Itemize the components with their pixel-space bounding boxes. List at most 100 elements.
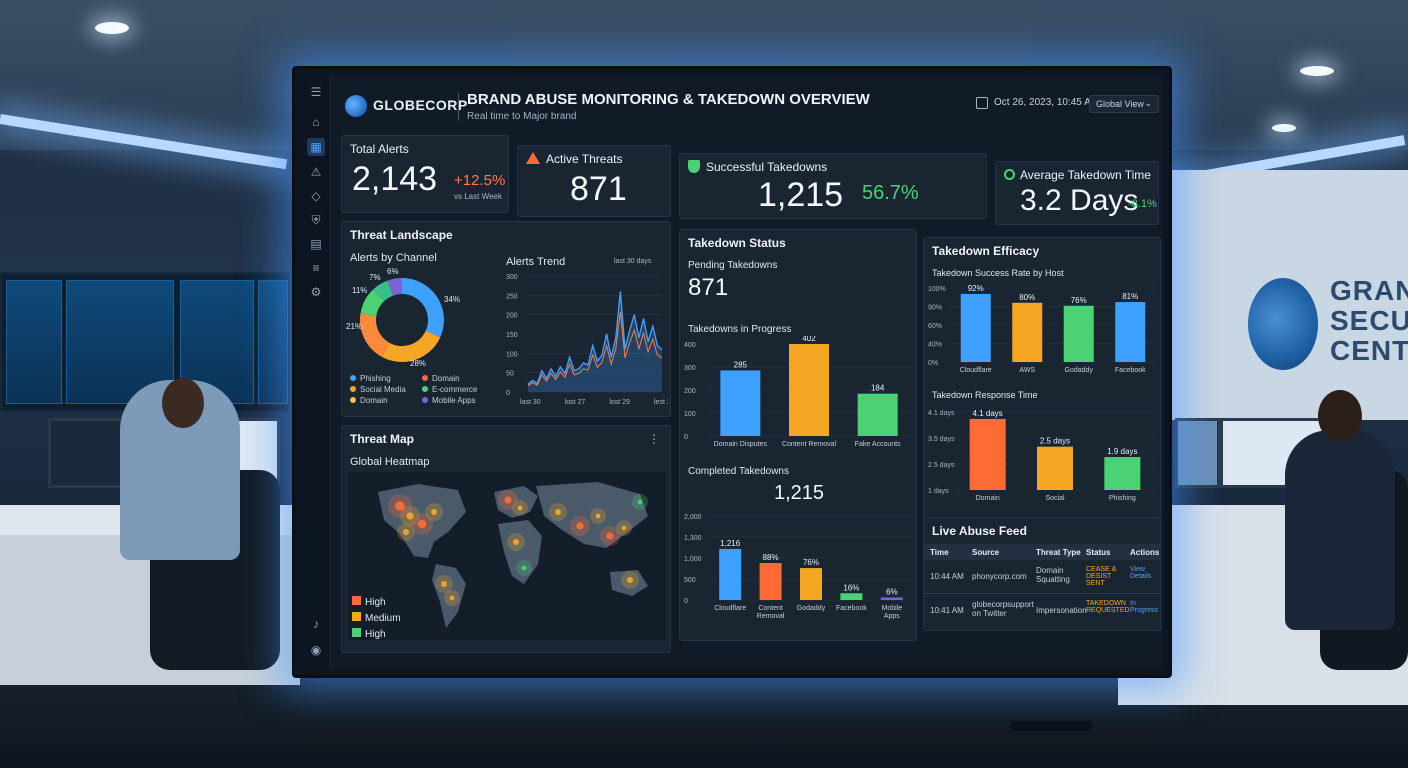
- kpi-value: 2,143: [352, 160, 438, 198]
- heat-spot: [555, 509, 561, 515]
- menu-icon[interactable]: ☰: [310, 85, 322, 99]
- panel-title: Takedown Efficacy: [932, 244, 1040, 258]
- column-header: Source: [972, 548, 1000, 557]
- analyst-person: [1285, 430, 1395, 630]
- y-tick-label: 0: [684, 598, 688, 605]
- y-tick-label: 200: [506, 313, 518, 320]
- bar-value-label: 1.9 days: [1107, 447, 1137, 456]
- kpi-label: Successful Takedowns: [706, 160, 828, 174]
- heat-spot: [403, 529, 409, 535]
- bar: [1104, 457, 1141, 490]
- legend-item: Medium: [352, 612, 401, 624]
- heat-spot: [417, 519, 427, 529]
- x-tick-label: Cloudflare: [714, 605, 746, 612]
- x-tick-label: Cloudflare: [960, 367, 992, 374]
- bar: [720, 370, 761, 436]
- kpi-value: 3.2 Days: [1020, 184, 1139, 217]
- y-tick-label: 0: [684, 434, 688, 441]
- y-tick-label: 150: [506, 332, 518, 339]
- feed-action-link[interactable]: In Progress: [1130, 600, 1159, 614]
- bell-icon[interactable]: ♪: [313, 617, 319, 631]
- donut-slice: [401, 278, 444, 338]
- bar: [969, 418, 1006, 490]
- top-bar: GLOBECORP BRAND ABUSE MONITORING & TAKED…: [339, 89, 1159, 129]
- legend-item: Domain: [422, 374, 460, 383]
- x-tick-label: Fake Accounts: [855, 441, 901, 448]
- x-tick-label: Facebook: [1115, 367, 1146, 374]
- legend-item: Mobile Apps: [422, 396, 476, 405]
- home-icon[interactable]: ⌂: [312, 115, 320, 129]
- bar-value-label: 80%: [1019, 293, 1035, 302]
- donut-slice: [372, 280, 394, 302]
- tag-icon[interactable]: ◇: [311, 189, 321, 203]
- trend-area: [528, 291, 662, 392]
- x-tick-label: Removal: [757, 613, 785, 620]
- kpi-label: Total Alerts: [350, 142, 409, 156]
- chevron-down-icon: ⌄: [1144, 98, 1152, 108]
- kpi-value: 1,215: [758, 176, 844, 214]
- dashboard-icon[interactable]: ▦: [307, 138, 325, 156]
- x-tick-label: AWS: [1019, 367, 1035, 374]
- y-tick-label: 2,000: [684, 514, 702, 521]
- donut-label: 21%: [346, 322, 362, 331]
- wall-sign-text: GRAN SECU CENT: [1330, 275, 1408, 366]
- divider: [458, 93, 459, 121]
- bar-value-label: 1,216: [720, 539, 741, 548]
- kpi-value: 871: [570, 170, 627, 208]
- kpi-average-takedown-time[interactable]: Average Takedown Time 3.2 Days -8.1%: [995, 161, 1159, 225]
- feed-threat-type: Domain Squatting: [1036, 566, 1070, 584]
- analyst-head: [162, 378, 204, 428]
- heat-spot: [637, 499, 643, 505]
- heat-spot: [513, 539, 519, 545]
- bar: [840, 593, 863, 600]
- alert-icon[interactable]: ⚠: [310, 165, 322, 179]
- bar-value-label: 92%: [968, 284, 984, 293]
- bar-value-label: 402: [802, 336, 816, 343]
- y-tick-label: 0%: [928, 360, 938, 367]
- page-subtitle: Real time to Major brand: [467, 111, 577, 122]
- y-tick-label: 300: [506, 274, 518, 281]
- y-tick-label: 300: [684, 365, 696, 372]
- y-tick-label: 3.5 days: [928, 436, 955, 443]
- view-selector-value: Global View: [1096, 99, 1144, 109]
- bar: [759, 563, 782, 600]
- shield-icon[interactable]: ⛨: [311, 213, 321, 227]
- success-rate-chart: 100% 90% 60% 40% 0% 92% Cloudflare 80% AWS 76% God…: [928, 284, 1156, 374]
- kpi-active-threats[interactable]: Active Threats 871: [517, 145, 671, 217]
- trend-line-secondary: [527, 311, 663, 387]
- view-selector[interactable]: Global View ⌄: [1089, 95, 1159, 113]
- feed-action-link[interactable]: View Details: [1130, 566, 1152, 580]
- threat-landscape-panel: Threat Landscape Alerts by Channel 34% 2…: [341, 221, 671, 417]
- current-datetime: Oct 26, 2023, 10:45 AM: [994, 97, 1100, 108]
- trend-line: [527, 291, 663, 385]
- live-abuse-feed-panel: Live Abuse Feed Time Source Threat Type …: [923, 517, 1161, 631]
- donut-title: Alerts by Channel: [350, 252, 437, 264]
- donut-label: 7%: [369, 273, 381, 282]
- more-options-icon[interactable]: ⋮: [648, 432, 660, 446]
- takedown-efficacy-panel: Takedown Efficacy Takedown Success Rate …: [923, 237, 1161, 519]
- x-tick-label: Content Removal: [782, 441, 837, 448]
- ceiling-light: [1300, 66, 1334, 76]
- x-tick-label: Mobile: [881, 605, 902, 612]
- user-icon[interactable]: ◉: [310, 643, 322, 657]
- kpi-total-alerts[interactable]: Total Alerts 2,143 +12.5% vs Last Week: [341, 135, 509, 213]
- table-row[interactable]: 10:41 AM globecorpsupport on Twitter Imp…: [924, 596, 1160, 628]
- kpi-change: +12.5%: [454, 172, 506, 189]
- filter-icon[interactable]: ≡: [312, 261, 320, 275]
- bar-value-label: 88%: [763, 553, 779, 562]
- heat-spot: [606, 532, 614, 540]
- feed-source: globecorpsupport on Twitter: [972, 600, 1034, 618]
- y-tick-label: 2.5 days: [928, 462, 955, 469]
- document-icon[interactable]: ▤: [310, 237, 322, 251]
- panel-title: Takedown Status: [688, 236, 786, 250]
- table-row[interactable]: 10:44 AM phonycorp.com Domain Squatting …: [924, 562, 1160, 594]
- y-tick-label: 1,300: [684, 535, 702, 542]
- heat-spot: [621, 525, 627, 531]
- bar-value-label: 76%: [803, 558, 819, 567]
- completed-value: 1,215: [774, 482, 825, 504]
- settings-icon[interactable]: ⚙: [310, 285, 322, 299]
- takedown-status-panel: Takedown Status Pending Takedowns 871 Ta…: [679, 229, 917, 641]
- y-tick-label: 200: [684, 388, 696, 395]
- kpi-successful-takedowns[interactable]: Successful Takedowns 1,215 56.7%: [679, 153, 987, 219]
- pending-value: 871: [688, 274, 729, 301]
